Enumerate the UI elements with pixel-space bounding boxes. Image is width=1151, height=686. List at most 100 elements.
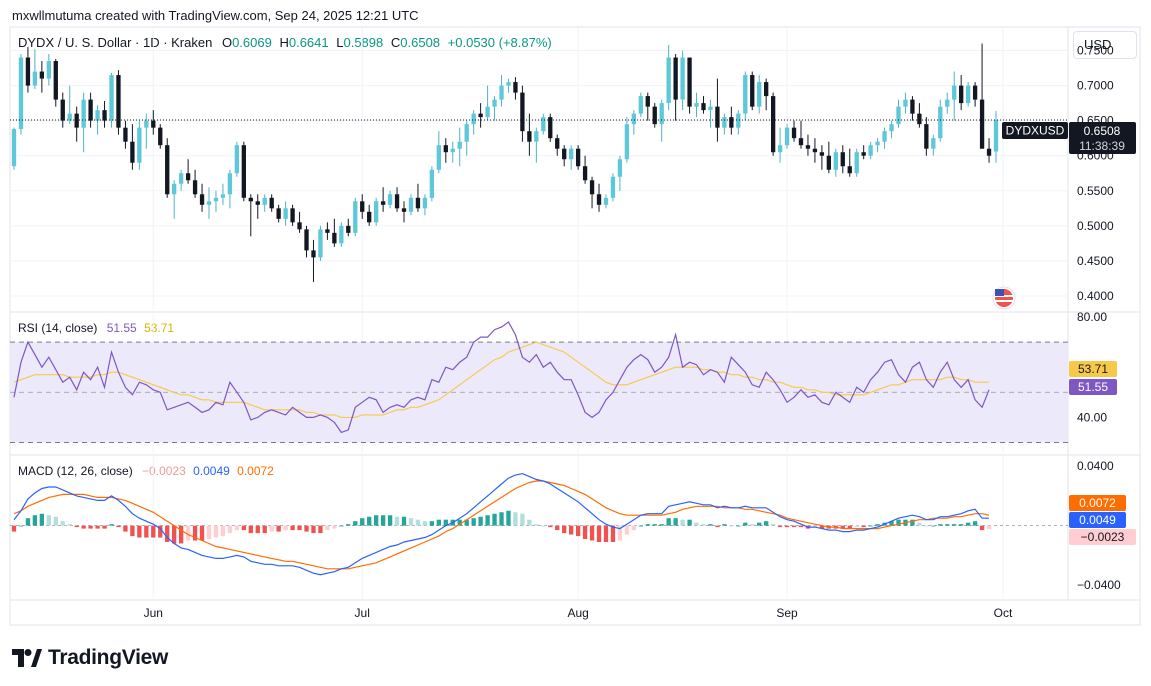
candle [701,96,706,114]
candle [589,176,595,209]
macd-hist-bar [610,525,616,542]
macd-hist-bar [95,525,100,529]
candle [743,71,748,121]
macd-hist-bar [694,522,699,526]
currency-button[interactable]: USD [1073,31,1137,59]
candle [18,54,24,135]
signal-badge: 0.0072 [1069,495,1126,511]
macd-hist-bar [206,525,212,540]
candle [471,110,476,135]
svg-text:53.71: 53.71 [1078,362,1108,376]
macd-hist-bar [436,519,441,526]
macd-hist-bar [46,515,51,526]
macd-hist-bar [394,516,400,526]
macd-hist-bar [917,522,922,526]
candle [436,131,441,174]
candle [192,169,198,198]
candle [234,141,240,177]
macd-hist-bar [429,521,435,526]
month-tick-label: Oct [994,606,1013,620]
candle [269,194,274,212]
price-tick-label: 0.5000 [1077,219,1114,233]
macd-hist-bar [360,518,365,526]
candle [464,120,469,156]
macd-hist-bar [178,525,184,544]
macd-hist-bar [464,519,469,526]
macd-hist-bar [220,525,226,537]
candle [318,225,323,261]
candle [610,173,616,202]
macd-hist-bar [812,525,818,528]
axis-labels: 0.75000.70000.65000.60000.55000.50000.45… [144,44,1121,620]
candle [394,187,400,212]
candle [924,117,929,156]
macd-hist-bar [931,525,936,527]
macd-hist-bar [297,525,302,531]
macd-hist-bar [819,525,825,529]
macd-hist-bar [422,521,428,526]
candle [109,72,114,128]
macd-hist-bar [541,525,546,527]
macd-legend-title[interactable]: MACD (12, 26, close) [18,464,133,478]
candle [603,194,609,209]
macd-hist-bar [708,524,713,526]
macd-hist-bar [53,516,58,526]
macd-hist-bar [380,515,386,526]
macd-hist-bar [910,519,915,526]
macd-hist-bar [123,525,128,532]
candle [687,57,692,114]
created-by-caption: mxwllmutuma created with TradingView.com… [12,8,419,23]
candle [764,78,769,111]
macd-hist-bar [304,525,309,532]
candle [137,120,142,170]
candle [555,134,560,156]
candle [875,138,880,153]
low-label: L [336,35,344,50]
us-flag-icon[interactable] [992,286,1016,310]
candle [770,92,776,156]
symbol-title[interactable]: DYDX / U. S. Dollar · 1D · Kraken [18,35,213,50]
macd-hist-bar [952,524,957,526]
candle [144,113,149,149]
macd-hist-bar [687,519,692,526]
candle [220,183,226,205]
change-value: +0.0530 (+8.87%) [447,35,552,50]
candle [931,134,936,156]
close-value: 0.6508 [400,35,441,50]
macd-hist-bar [757,522,762,526]
rsi-ma-badge: 53.71 [1069,361,1117,377]
candle [910,96,915,121]
candle [889,120,894,139]
candle [387,190,393,209]
macd-badge: 0.0049 [1069,512,1126,528]
macd-hist-bar [555,525,560,531]
candle [367,204,372,226]
macd-hist-bar [798,525,804,528]
close-label: C [390,35,401,50]
candle [373,197,379,226]
candle [972,82,978,107]
candle [645,92,650,121]
month-tick-label: Sep [776,606,798,620]
candle [624,117,630,163]
candle [659,99,664,142]
rsi-band [10,341,1068,443]
macd-hist-bar [227,525,233,534]
candle [165,138,170,198]
price-tick-label: 0.4500 [1077,254,1114,268]
rsi-ma-line [13,341,989,418]
candle [346,218,351,237]
candle [868,141,873,160]
candle [46,54,51,86]
candle [172,180,177,219]
candle [562,145,567,167]
macd-hist-bar [896,519,901,526]
price-candles [10,43,1068,282]
candle [638,92,643,118]
price-tick-label: 0.7000 [1077,79,1114,93]
rsi-legend-title[interactable]: RSI (14, close) [18,321,98,335]
candle [206,187,212,219]
candle [380,187,386,212]
macd-hist-bar [144,525,149,538]
